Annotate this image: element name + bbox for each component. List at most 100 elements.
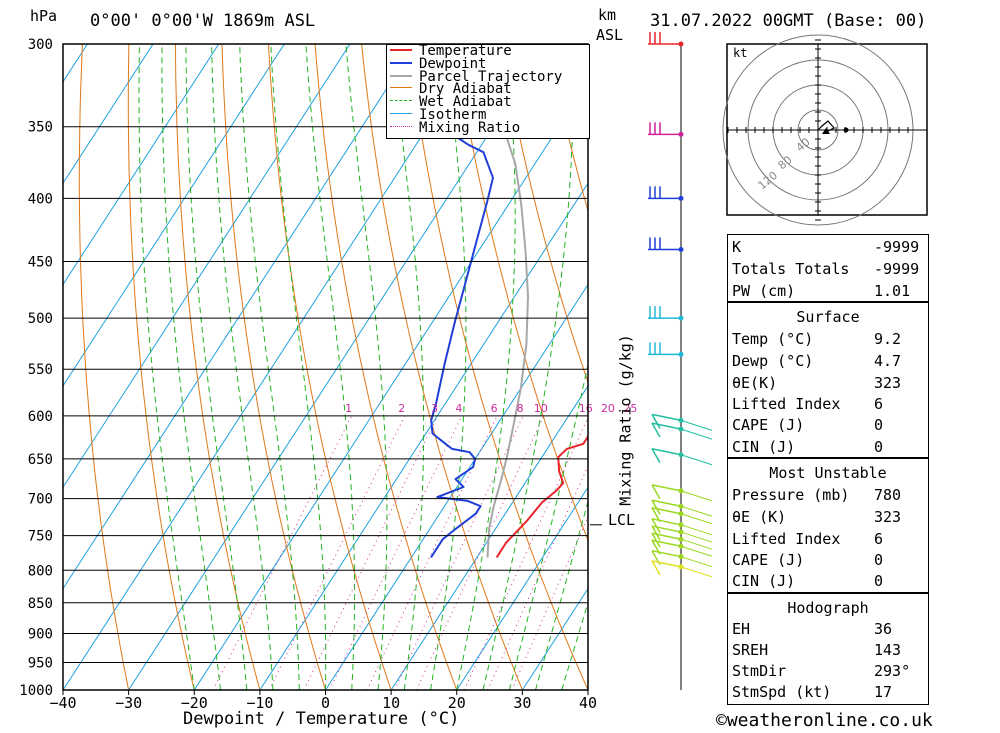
wind-barb-feather (651, 448, 661, 464)
surface-theta-label: θE(K) (732, 374, 778, 392)
surface-theta-value: 323 (874, 374, 902, 392)
surface-table: Surface Temp (°C) 9.2 Dewp (°C) 4.7 θE(K) 3… (727, 302, 929, 458)
stmdir-value: 293° (874, 662, 911, 680)
hodograph-storm-motion (843, 127, 849, 133)
legend-dewpoint: Dewpoint (419, 56, 487, 72)
wind-barb-feather (651, 525, 661, 541)
mu-pressure-value: 780 (874, 486, 902, 504)
wind-barb-feather (651, 413, 661, 429)
wind-barb-feather (680, 556, 713, 568)
pressure-tick-label: 750 (28, 529, 53, 545)
isotherm-line (390, 384, 588, 690)
x-tick-label: 20 (448, 694, 466, 712)
pressure-tick-label: 300 (28, 37, 53, 53)
mixing-ratio-label: 3 (431, 402, 438, 415)
dry-adiabat-line (966, 44, 1000, 690)
mixing-ratio-label: 6 (491, 402, 498, 415)
wind-barb-feather (680, 531, 713, 543)
legend-mixing-swatch (390, 126, 412, 127)
x-axis-label: Dewpoint / Temperature (°C) (183, 709, 460, 729)
x-tick-label: −20 (181, 694, 208, 712)
dewpoint-line (430, 44, 584, 558)
stmdir-label: StmDir (732, 662, 787, 680)
legend-isotherm-swatch (390, 113, 412, 114)
wind-barb-feather (680, 513, 713, 525)
mu-cape-value: 0 (874, 551, 884, 569)
wet-adiabat-line (561, 600, 588, 690)
legend: Temperature Dewpoint Parcel Trajectory D… (386, 44, 590, 139)
pressure-tick-label: 550 (28, 362, 53, 378)
lcl-label: LCL (608, 511, 636, 529)
wind-barb-feather (680, 419, 713, 431)
temperature-line (495, 434, 588, 558)
most-unstable-table: Most Unstable Pressure (mb) 780 θE (K) 323… (727, 458, 929, 593)
isotherm-line (259, 182, 588, 690)
pw-label: PW (cm) (732, 282, 796, 300)
wet-adiabat-line (138, 44, 195, 690)
surface-title: Surface (796, 308, 860, 326)
dry-adiabat-line (407, 44, 588, 690)
indices-table: K -9999 Totals Totals -9999 PW (cm) 1.01 (727, 234, 929, 302)
hodograph-title: Hodograph (787, 599, 869, 617)
isotherm-line (63, 44, 220, 286)
eh-label: EH (732, 620, 751, 638)
pressure-tick-label: 1000 (19, 683, 53, 699)
isotherm-line (128, 44, 548, 690)
mixing-ratio-label: 4 (455, 402, 462, 415)
wind-barb-feather (680, 566, 713, 578)
pressure-tick-label: 650 (28, 452, 53, 468)
mu-li-label: Lifted Index (732, 530, 841, 548)
wind-barb-shaft (651, 484, 682, 492)
wind-barb-feather (680, 505, 713, 517)
km-label: km (598, 6, 617, 24)
x-tick-label: −40 (49, 694, 76, 712)
legend-dry-adiabat: Dry Adiabat (419, 81, 512, 97)
x-tick-label: 0 (321, 694, 330, 712)
mixing-ratio-label: 20 (601, 402, 615, 415)
pressure-tick-label: 900 (28, 626, 53, 642)
eh-value: 36 (874, 620, 893, 638)
mixing-ratio-label: 2 (398, 402, 405, 415)
copyright-link[interactable]: ©weatheronline.co.uk (716, 710, 933, 731)
location-title: 0°00' 0°00'W 1869m ASL (90, 11, 316, 31)
legend-wet-adiabat: Wet Adiabat (419, 94, 512, 110)
mixing-ratio-line (366, 415, 498, 690)
mixing-ratio-line (394, 415, 524, 690)
pressure-unit-label: hPa (30, 7, 58, 25)
stmspd-value: 17 (874, 683, 893, 701)
surface-dewp-label: Dewp (°C) (732, 352, 814, 370)
surface-dewp-value: 4.7 (874, 352, 902, 370)
wind-barb-feather (651, 532, 661, 548)
mixing-ratio-label: 16 (579, 402, 593, 415)
mixing-ratio-axis-label: Mixing Ratio (g/kg) (616, 334, 635, 506)
legend-dry-swatch (390, 87, 412, 88)
isotherm-line (63, 44, 285, 387)
mixing-ratio-line (511, 515, 588, 690)
stmspd-label: StmSpd (kt) (732, 683, 832, 701)
wind-barb-feather (680, 490, 713, 502)
pressure-tick-label: 850 (28, 596, 53, 612)
wind-barb-shaft (651, 507, 682, 515)
mixing-ratio-line (487, 464, 588, 690)
dry-adiabat-line (920, 44, 1000, 690)
wind-barb-feather (651, 484, 661, 500)
wet-adiabat-line (305, 44, 356, 690)
wind-barb-shaft (651, 518, 682, 526)
wind-barb-shaft (651, 525, 682, 533)
pressure-tick-label: 450 (28, 255, 53, 271)
dry-adiabat-line (361, 44, 523, 690)
legend-temperature-swatch (390, 49, 412, 51)
mixing-ratio-label: 1 (345, 402, 352, 415)
most-unstable-title: Most Unstable (769, 464, 887, 482)
mu-pressure-label: Pressure (mb) (732, 486, 850, 504)
isotherm-line (193, 80, 588, 690)
surface-li-label: Lifted Index (732, 395, 841, 413)
pressure-tick-label: 350 (28, 120, 53, 136)
mu-cape-label: CAPE (J) (732, 551, 805, 569)
isotherm-line (63, 44, 482, 690)
surface-temp-label: Temp (°C) (732, 330, 814, 348)
wet-adiabat-line (345, 44, 388, 690)
x-tick-label: 10 (382, 694, 400, 712)
dry-adiabat-line (314, 44, 458, 690)
